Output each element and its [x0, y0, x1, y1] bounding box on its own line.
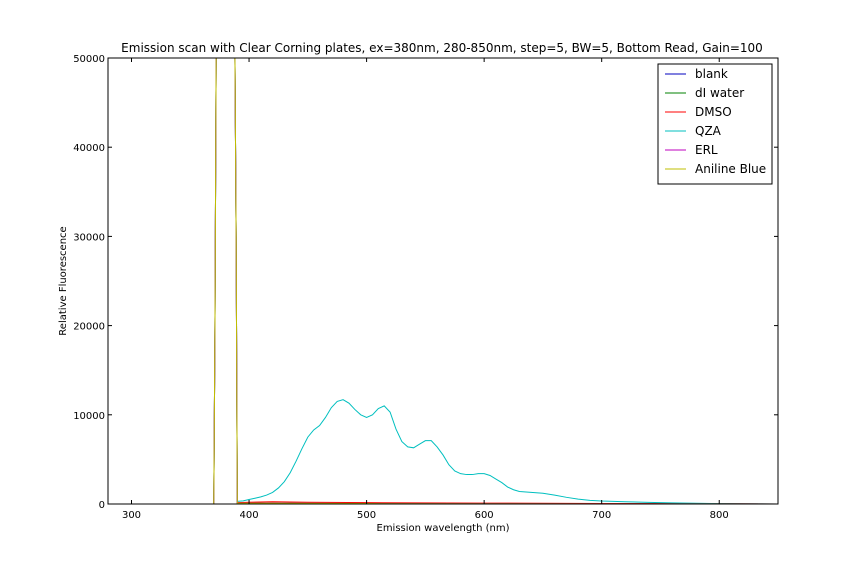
x-tick-label: 500: [357, 510, 376, 521]
legend-label: DMSO: [695, 105, 732, 119]
y-axis-label: Relative Fluorescence: [58, 226, 69, 335]
y-tick-label: 20000: [73, 322, 105, 333]
y-tick-label: 40000: [73, 143, 105, 154]
legend-label: Aniline Blue: [695, 162, 766, 176]
legend-label: dI water: [695, 86, 744, 100]
legend-label: blank: [695, 67, 728, 81]
legend-box: [657, 63, 773, 185]
legend-label: ERL: [695, 143, 718, 157]
chart-title: Emission scan with Clear Corning plates,…: [121, 41, 763, 55]
legend: blank dI water DMSO QZA ERL Aniline Blue: [657, 63, 773, 185]
y-tick-label: 0: [99, 500, 105, 511]
x-tick-label: 800: [710, 510, 729, 521]
plot-frame: [107, 57, 779, 505]
series-line-qza: [108, 58, 778, 504]
x-tick-label: 600: [475, 510, 494, 521]
y-tick-label: 50000: [73, 54, 105, 65]
x-axis: 300 400 500 600 700 800: [122, 58, 729, 521]
legend-label: QZA: [695, 124, 722, 138]
y-tick-label: 30000: [73, 232, 105, 243]
x-tick-label: 300: [122, 510, 141, 521]
y-tick-label: 10000: [73, 411, 105, 422]
y-axis: 0 10000 20000 30000 40000 50000: [73, 54, 778, 511]
x-axis-label: Emission wavelength (nm): [377, 523, 510, 534]
x-tick-label: 400: [240, 510, 259, 521]
x-tick-label: 700: [592, 510, 611, 521]
